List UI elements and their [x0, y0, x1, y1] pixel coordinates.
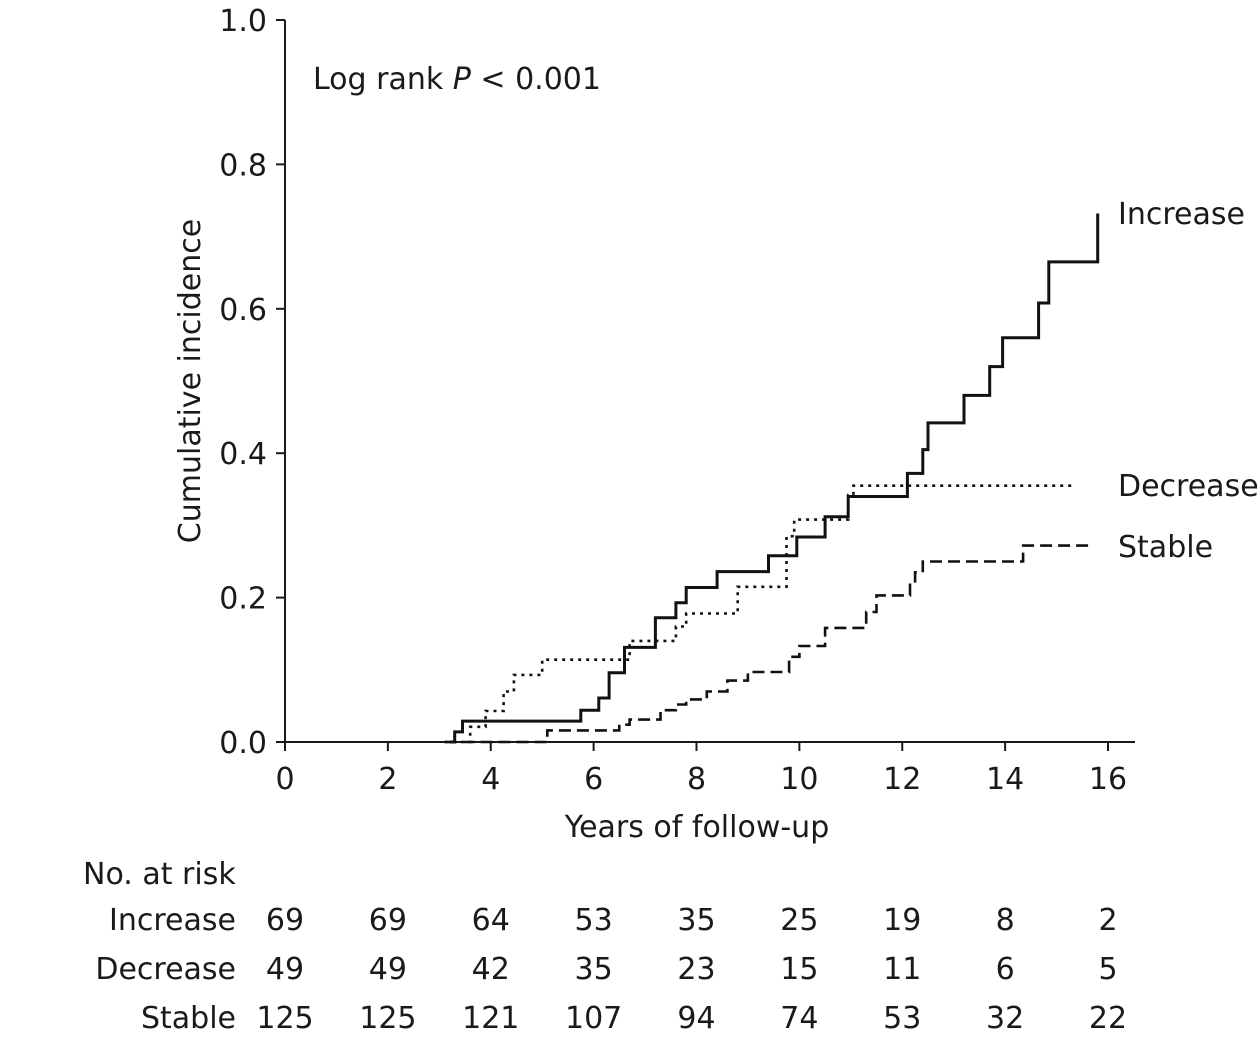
y-tick-label: 0.0 — [219, 726, 267, 761]
at-risk-value: 121 — [462, 1001, 519, 1036]
x-tick-label: 4 — [481, 762, 500, 797]
at-risk-value: 64 — [472, 903, 510, 938]
log-rank-annotation: Log rank P < 0.001 — [313, 62, 601, 97]
at-risk-value: 2 — [1098, 903, 1117, 938]
series-line-decrease — [444, 484, 1072, 744]
annotation-p: P — [453, 62, 472, 97]
x-tick-label: 12 — [883, 762, 921, 797]
axes: 0.0 0.2 0.4 0.6 0.8 1.0 0 2 4 6 8 10 12 14 16 — [219, 4, 1135, 797]
at-risk-row-label: Decrease — [95, 952, 236, 987]
at-risk-value: 53 — [575, 903, 613, 938]
at-risk-value: 49 — [266, 952, 304, 987]
x-tick-label: 0 — [275, 762, 294, 797]
y-tick-label: 0.2 — [219, 582, 267, 617]
at-risk-row-label: Increase — [109, 903, 236, 938]
at-risk-value: 69 — [369, 903, 407, 938]
at-risk-value: 25 — [780, 903, 818, 938]
y-tick-label: 0.6 — [219, 293, 267, 328]
at-risk-value: 35 — [677, 903, 715, 938]
series-layer — [444, 213, 1100, 744]
y-tick-label: 0.8 — [219, 148, 267, 183]
series-label-increase: Increase — [1118, 197, 1245, 232]
at-risk-value: 15 — [780, 952, 818, 987]
at-risk-value: 19 — [883, 903, 921, 938]
y-tick-label: 1.0 — [219, 4, 267, 39]
x-axis-title: Years of follow-up — [564, 810, 830, 845]
x-tick-label: 10 — [780, 762, 818, 797]
at-risk-value: 74 — [780, 1001, 818, 1036]
annotation-prefix: Log rank — [313, 62, 453, 97]
at-risk-table: No. at risk Increase 69 69 64 53 35 25 19 8 2 Decr… — [83, 857, 1127, 1036]
at-risk-value: 11 — [883, 952, 921, 987]
series-label-stable: Stable — [1118, 530, 1213, 565]
at-risk-row-label: Stable — [141, 1001, 236, 1036]
at-risk-title: No. at risk — [83, 857, 236, 892]
x-tick-label: 8 — [687, 762, 706, 797]
y-ticks: 0.0 0.2 0.4 0.6 0.8 1.0 — [219, 4, 285, 761]
series-labels: Increase Decrease Stable — [1118, 197, 1259, 565]
x-tick-label: 2 — [378, 762, 397, 797]
series-line-stable — [444, 544, 1093, 744]
at-risk-value: 107 — [565, 1001, 622, 1036]
at-risk-value: 125 — [256, 1001, 313, 1036]
at-risk-value: 8 — [996, 903, 1015, 938]
y-tick-label: 0.4 — [219, 437, 267, 472]
series-label-decrease: Decrease — [1118, 469, 1259, 504]
x-tick-label: 16 — [1089, 762, 1127, 797]
at-risk-value: 125 — [359, 1001, 416, 1036]
series-line-increase — [449, 213, 1100, 744]
at-risk-value: 5 — [1098, 952, 1117, 987]
at-risk-value: 22 — [1089, 1001, 1127, 1036]
at-risk-value: 42 — [472, 952, 510, 987]
at-risk-value: 69 — [266, 903, 304, 938]
at-risk-value: 49 — [369, 952, 407, 987]
annotation-suffix: < 0.001 — [471, 62, 601, 97]
at-risk-value: 53 — [883, 1001, 921, 1036]
at-risk-value: 35 — [575, 952, 613, 987]
x-ticks: 0 2 4 6 8 10 12 14 16 — [275, 742, 1127, 797]
at-risk-value: 23 — [677, 952, 715, 987]
at-risk-value: 32 — [986, 1001, 1024, 1036]
at-risk-rows: Increase 69 69 64 53 35 25 19 8 2 Decrease 49 49 42 35… — [95, 903, 1127, 1036]
x-tick-label: 6 — [584, 762, 603, 797]
at-risk-value: 6 — [996, 952, 1015, 987]
at-risk-value: 94 — [677, 1001, 715, 1036]
y-axis-title: Cumulative incidence — [173, 219, 208, 543]
x-tick-label: 14 — [986, 762, 1024, 797]
